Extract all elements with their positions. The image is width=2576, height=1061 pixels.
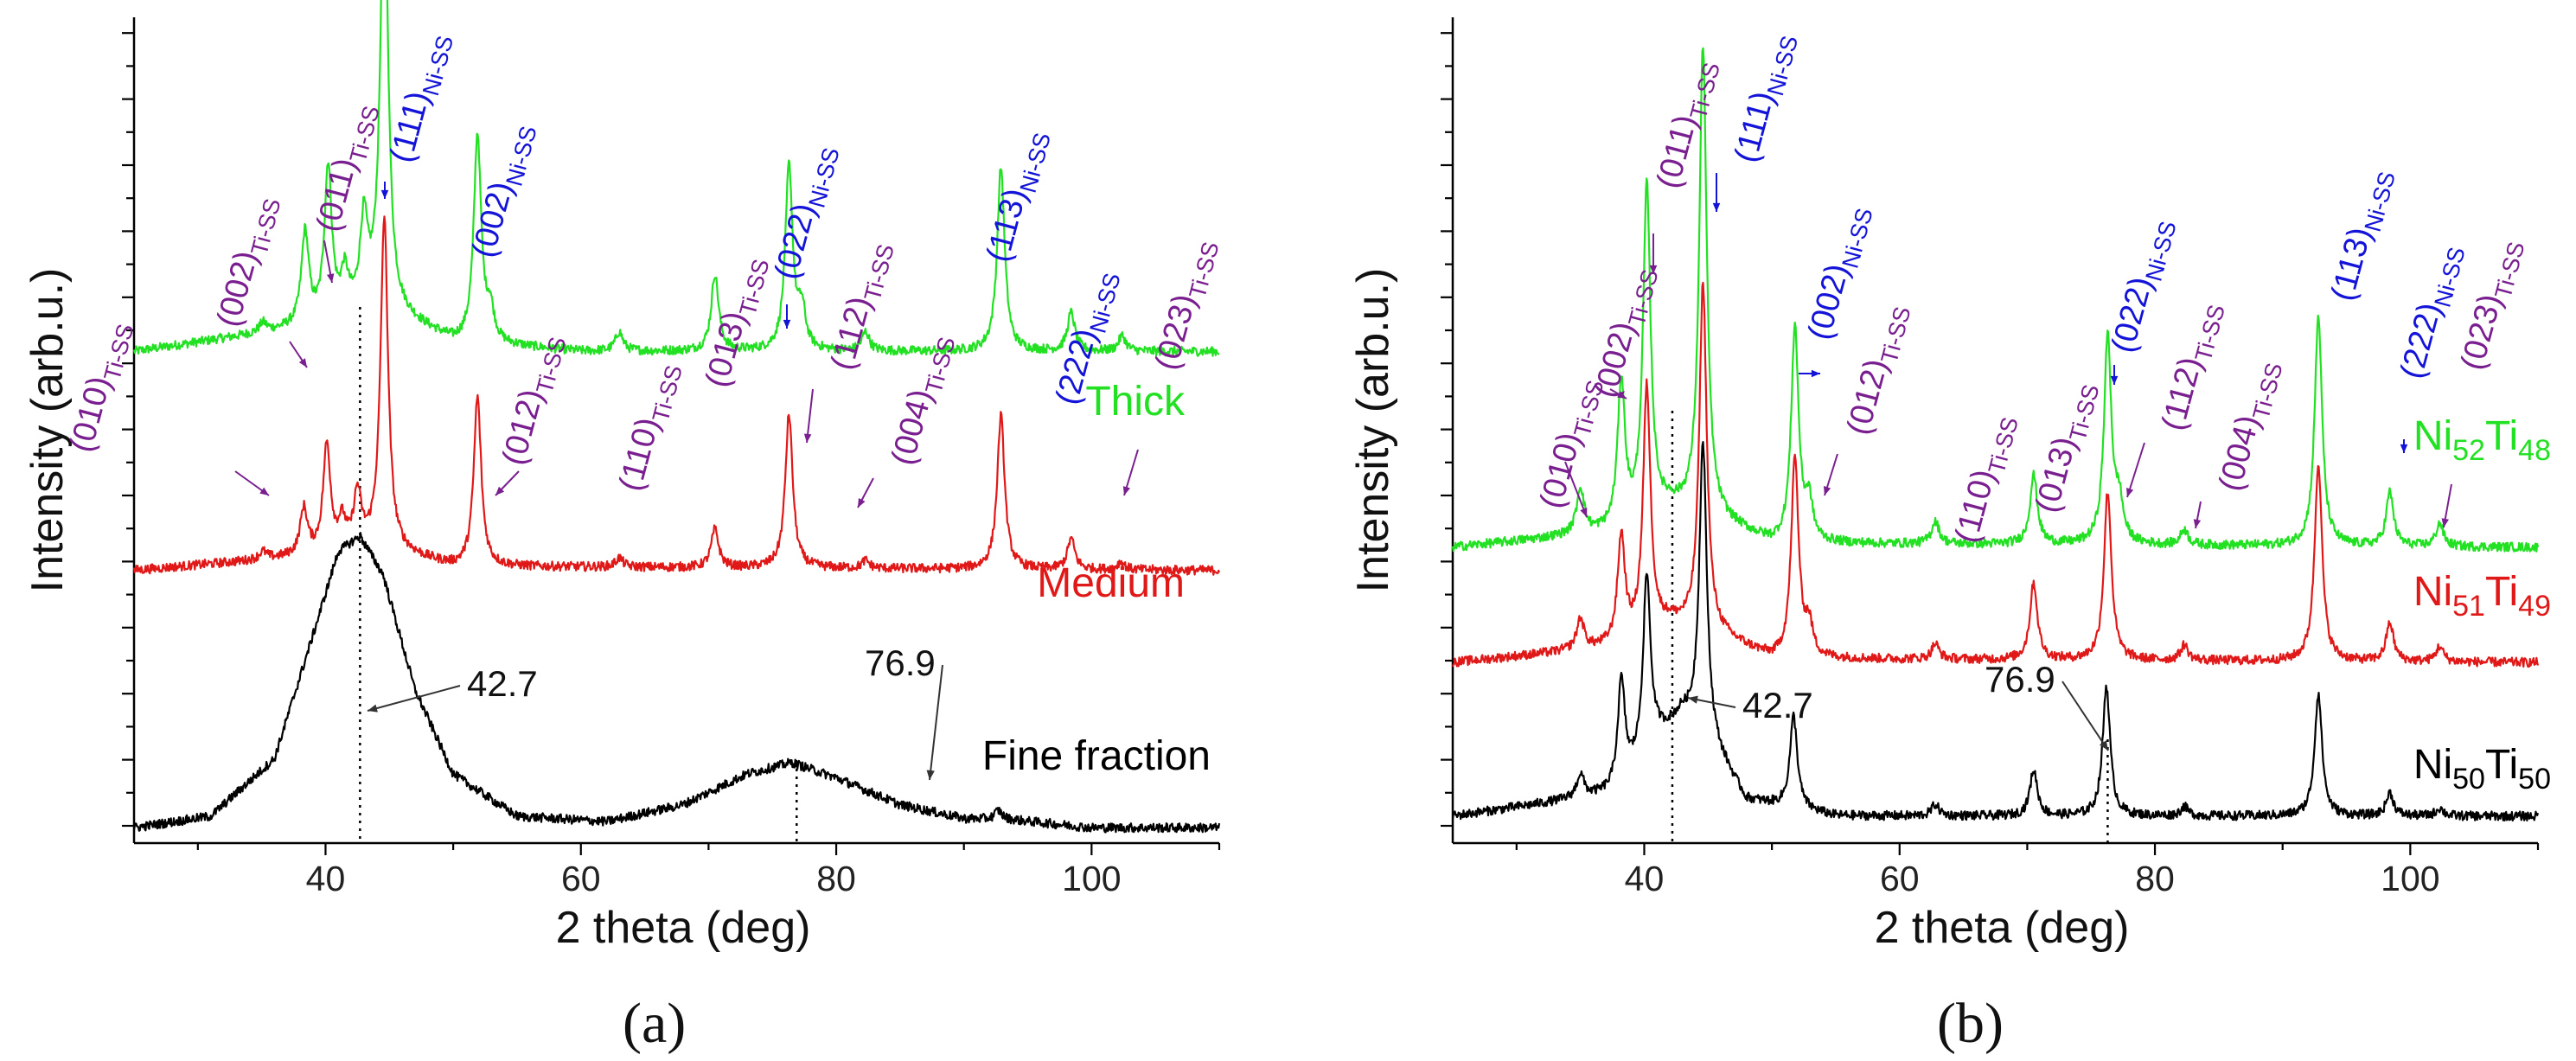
peak-position-annotation: 42.7 — [467, 663, 538, 704]
peak-arrowhead — [1823, 486, 1831, 495]
x-tick-label: 80 — [2135, 859, 2175, 898]
peak-label: (112)Ti-SS — [824, 237, 899, 375]
peak-label: (113)Ni-SS — [2324, 164, 2400, 306]
y-axis-title: Intensity (arb.u.) — [1348, 268, 1398, 593]
panel-label: (a) — [623, 992, 686, 1055]
peak-arrowhead — [1649, 265, 1658, 274]
peak-arrow — [1564, 461, 1588, 518]
peak-label: (110)Ti-SS — [612, 358, 687, 496]
peak-label: (011)Ti-SS — [1650, 55, 1725, 194]
peak-label: (022)Ni-SS — [768, 141, 845, 284]
peak-label: (010)Ti-SS — [63, 317, 139, 458]
x-tick-label: 40 — [1625, 859, 1665, 898]
annotation-arrowhead — [368, 704, 378, 713]
peak-arrowhead — [858, 498, 866, 508]
series-line-fine-fraction — [132, 532, 1221, 834]
peak-position-annotation: 42.7 — [1742, 685, 1813, 725]
peak-label: (111)Ni-SS — [383, 29, 458, 168]
series-line-ni51ti49 — [1451, 281, 2540, 668]
y-axis-title: Intensity (arb.u.) — [22, 268, 73, 593]
series-line-ni50ti50 — [1451, 441, 2540, 821]
x-tick-label: 40 — [306, 859, 346, 898]
peak-arrowhead — [326, 273, 335, 283]
x-axis-title: 2 theta (deg) — [1875, 903, 2130, 953]
peak-arrowhead — [2400, 444, 2408, 453]
peak-arrowhead — [1811, 369, 1820, 378]
series-label: Ni50Ti50 — [2413, 742, 2551, 796]
x-tick-label: 80 — [816, 859, 856, 898]
x-tick-label: 100 — [2381, 859, 2439, 898]
peak-arrowhead — [1580, 508, 1588, 517]
peak-arrowhead — [259, 487, 269, 495]
peak-label: (012)Ti-SS — [495, 330, 572, 471]
peak-label: (004)Ti-SS — [2212, 356, 2288, 497]
annotation-arrow — [367, 685, 461, 712]
peak-label: (110)Ti-SS — [1948, 410, 2023, 548]
peak-label: (112)Ti-SS — [2155, 297, 2230, 436]
annotation-arrow — [2061, 681, 2109, 751]
x-tick-label: 100 — [1062, 859, 1121, 898]
peak-arrowhead — [2441, 518, 2450, 527]
series-line-thick — [132, 0, 1220, 357]
peak-arrowhead — [1122, 486, 1131, 495]
peak-label: (013)Ti-SS — [2029, 378, 2105, 519]
x-tick-label: 60 — [561, 859, 601, 898]
peak-arrowhead — [783, 319, 791, 329]
peak-arrowhead — [803, 433, 812, 443]
annotation-arrow — [929, 664, 943, 781]
peak-position-annotation: 76.9 — [865, 642, 936, 683]
peak-arrowhead — [1712, 202, 1721, 212]
series-line-medium — [132, 215, 1221, 576]
series-label: Medium — [1037, 560, 1185, 606]
panel-label: (b) — [1937, 992, 2004, 1055]
series-label: Thick — [1085, 379, 1186, 425]
annotation-arrowhead — [1688, 695, 1698, 704]
annotation-arrowhead — [2100, 740, 2108, 751]
peak-arrowhead — [2125, 488, 2134, 497]
x-tick-label: 60 — [1880, 859, 1920, 898]
annotation-arrowhead — [926, 770, 935, 780]
series-label: Fine fraction — [982, 733, 1211, 779]
peak-arrowhead — [2110, 375, 2119, 385]
series-line-ni52ti48 — [1451, 47, 2540, 553]
peak-arrowhead — [2193, 519, 2202, 528]
peak-arrowhead — [495, 486, 505, 495]
peak-arrowhead — [380, 189, 389, 199]
peak-label: (013)Ti-SS — [699, 252, 775, 393]
peak-label: (111)Ni-SS — [1728, 29, 1803, 168]
panel-b: 40 60 80 100 2 theta (deg) Intensity (arb.u.)… — [1348, 17, 2551, 1055]
series-label: Ni51Ti49 — [2413, 569, 2551, 623]
panel-a: 40 60 80 100 2 theta (deg) Intensity (arb.u.)… — [22, 0, 1224, 1055]
peak-arrowhead — [298, 358, 307, 368]
peak-label: (002)Ni-SS — [1801, 201, 1878, 345]
peak-arrowhead — [1617, 391, 1627, 399]
peak-arrow — [2126, 442, 2145, 498]
peak-label: (002)Ti-SS — [210, 192, 286, 333]
peak-label: (022)Ni-SS — [2105, 214, 2182, 358]
x-axis-title: 2 theta (deg) — [556, 903, 811, 953]
peak-position-annotation: 76.9 — [1985, 659, 2055, 700]
peak-arrow — [806, 388, 814, 444]
peak-label: (113)Ni-SS — [980, 125, 1056, 267]
series-label: Ni52Ti48 — [2413, 413, 2551, 467]
peak-label: (012)Ti-SS — [1840, 300, 1916, 441]
